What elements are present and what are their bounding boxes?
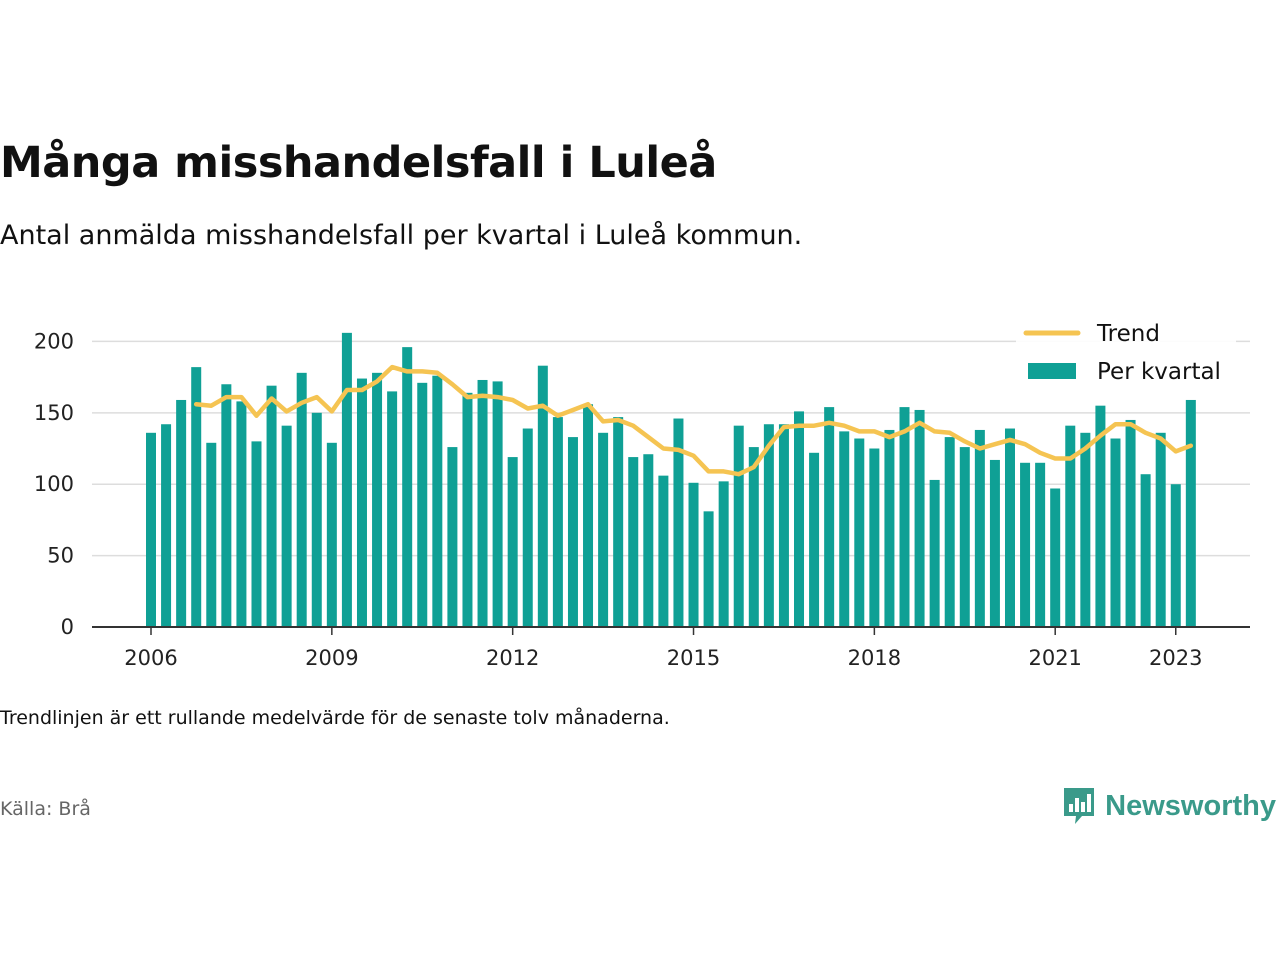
bar [417, 382, 428, 627]
bar [869, 448, 880, 627]
newsworthy-wordmark: Newsworthy [1105, 789, 1276, 822]
bar [477, 379, 488, 627]
source-credit: Källa: Brå [0, 798, 91, 820]
bar [643, 454, 654, 627]
bar [251, 441, 262, 627]
bar [1065, 425, 1076, 627]
bar [899, 407, 910, 627]
bar [583, 404, 594, 627]
bar [673, 418, 684, 627]
bar [839, 431, 850, 627]
legend-background [1016, 312, 1236, 398]
axes: 2006 2009 2012 2015 2018 2021 2023 [92, 626, 1250, 670]
bar [688, 482, 699, 627]
bar [387, 391, 398, 627]
bar [1050, 488, 1061, 627]
bar [462, 392, 473, 627]
bar [552, 417, 563, 627]
bar [748, 447, 759, 627]
bar [311, 412, 322, 627]
bar [1155, 432, 1166, 627]
y-tick-label: 200 [34, 329, 74, 353]
trend-series [193, 364, 1194, 477]
bar [522, 428, 533, 627]
bar [191, 367, 202, 627]
x-tick-label: 2015 [667, 646, 720, 670]
bar [809, 452, 820, 627]
x-tick-label: 2006 [124, 646, 177, 670]
x-tick-label: 2009 [305, 646, 358, 670]
bar [266, 385, 277, 627]
bar [1125, 419, 1136, 627]
bar [778, 424, 789, 627]
legend-bar-swatch [1028, 363, 1076, 379]
bar [146, 432, 156, 627]
bar [296, 372, 307, 627]
bar [598, 432, 609, 627]
bar [1035, 462, 1046, 627]
footnote: Trendlinjen är ett rullande medelvärde f… [0, 707, 670, 729]
x-tick-label: 2023 [1149, 646, 1202, 670]
bar [492, 381, 503, 627]
legend: Trend Per kvartal [1016, 312, 1236, 398]
bar [794, 411, 805, 627]
bar [628, 457, 639, 627]
bar [1004, 428, 1015, 627]
newsworthy-logo[interactable]: Newsworthy [1061, 786, 1276, 826]
bar [507, 457, 518, 627]
bar [206, 442, 217, 627]
bar [944, 437, 955, 627]
y-tick-label: 150 [34, 401, 74, 425]
bar [718, 481, 729, 627]
bar [1185, 399, 1196, 627]
bar [1080, 432, 1091, 627]
bar [884, 429, 895, 627]
bar [974, 429, 985, 627]
bar [703, 511, 714, 627]
bar [1170, 484, 1181, 627]
bar [236, 401, 247, 627]
bar [1020, 462, 1031, 627]
legend-bar-label: Per kvartal [1097, 359, 1221, 385]
chart-title: Många misshandelsfall i Luleå [0, 138, 717, 188]
bar [1110, 438, 1121, 627]
trend-line [193, 364, 1194, 477]
bar [1140, 474, 1151, 627]
bar [929, 479, 940, 627]
bar [989, 459, 1000, 627]
bar [567, 437, 578, 627]
y-tick-label: 100 [34, 472, 74, 496]
bar [341, 332, 352, 627]
bar [372, 372, 383, 627]
bar [658, 475, 669, 627]
x-tick-label: 2018 [848, 646, 901, 670]
bar [176, 399, 187, 627]
bar [161, 424, 172, 627]
bar [959, 447, 970, 627]
bar [221, 384, 232, 627]
bar [1095, 405, 1106, 627]
y-tick-label: 0 [61, 615, 74, 639]
bar [326, 442, 337, 627]
bar [613, 417, 624, 627]
newsworthy-chart-bubble-icon [1064, 788, 1095, 824]
bar [854, 438, 865, 627]
bar-line-chart: 0 50 100 150 200 2006 2009 2012 2015 2018 2021 202… [34, 312, 1250, 670]
bar [432, 375, 443, 627]
bar [914, 409, 925, 627]
bar-series [146, 332, 1196, 627]
x-tick-label: 2021 [1028, 646, 1081, 670]
bar [824, 407, 835, 627]
bar [356, 378, 367, 627]
bar [402, 347, 413, 627]
bar [763, 424, 774, 627]
bar [537, 365, 548, 627]
y-tick-label: 50 [47, 544, 74, 568]
legend-trend-label: Trend [1096, 321, 1160, 347]
bar [733, 425, 744, 627]
bar [447, 447, 458, 627]
x-tick-label: 2012 [486, 646, 539, 670]
bar [281, 425, 292, 627]
chart-subtitle: Antal anmälda misshandelsfall per kvarta… [0, 220, 803, 251]
